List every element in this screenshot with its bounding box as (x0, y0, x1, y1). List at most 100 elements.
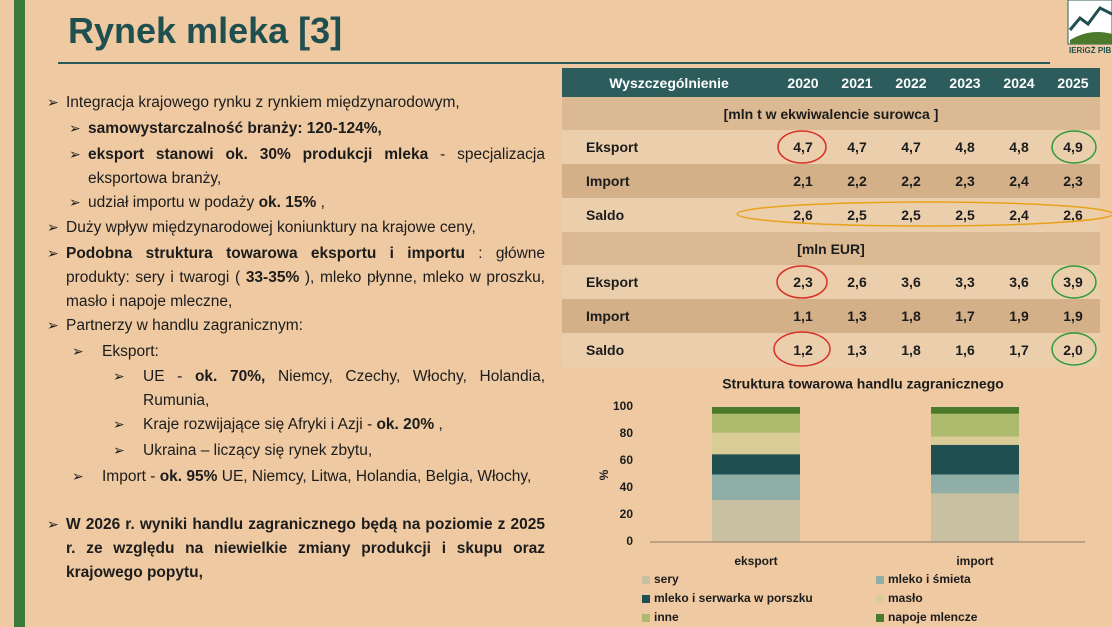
header-cell: 2020 (776, 68, 830, 97)
bar-segment (712, 500, 800, 542)
value-cell: 3,6 (884, 265, 938, 299)
value-cell: 2,2 (884, 164, 938, 198)
y-tick-label: 60 (620, 453, 634, 467)
bullet: Podobna struktura towarowa eksportu i im… (47, 242, 545, 314)
legend-swatch (876, 576, 884, 584)
value-cell: 3,6 (992, 265, 1046, 299)
data-row: Import 1,1 1,3 1,8 1,7 1,9 1,9 (562, 299, 1100, 333)
bullet-text: : główne produkty: sery i twarogi ( (66, 245, 545, 286)
bullet: udział importu w podaży ok. 15% , (69, 191, 545, 215)
bullet-text: Duży wpływ międzynarodowej koniunktury n… (66, 219, 476, 236)
value-cell: 1,3 (830, 333, 884, 367)
value-cell: 1,6 (938, 333, 992, 367)
bullet-text: , (438, 416, 443, 433)
bullet-text: eksport stanowi ok. 30% produkcji mleka (88, 146, 429, 163)
value-cell: 2,2 (830, 164, 884, 198)
bullet: Ukraina – liczący się rynek zbytu, (113, 439, 545, 463)
bar-segment (712, 407, 800, 414)
value-cell: 2,4 (992, 164, 1046, 198)
y-tick-label: 80 (620, 426, 634, 440)
bullet-text: Import - (102, 468, 156, 485)
legend-label: masło (888, 591, 923, 605)
bullet-text: UE, Niemcy, Litwa, Holandia, Belgia, Wło… (221, 468, 532, 485)
bullet-text: 33-35% (245, 269, 300, 286)
value-cell: 2,6 (830, 265, 884, 299)
title-rule (58, 62, 1050, 64)
value-cell: 4,7 (884, 130, 938, 164)
row-label: Import (562, 299, 776, 333)
bullet-text: - specjalizacja eksportowa branży, (88, 146, 545, 187)
header-cell: 2022 (884, 68, 938, 97)
unit-cell: [mln t w ekwiwalencie surowca ] (562, 97, 1100, 130)
legend-label: inne (654, 610, 679, 624)
value-cell: 1,1 (776, 299, 830, 333)
bar-segment (931, 493, 1019, 542)
value-cell: 4,8 (992, 130, 1046, 164)
header-row: Wyszczególnienie 2020 2021 2022 2023 2024 2025 (562, 68, 1100, 97)
bullet-text: udział importu w podaży (88, 194, 255, 211)
header-cell: Wyszczególnienie (562, 68, 776, 97)
x-tick-label: eksport (734, 554, 777, 568)
bullet-text: ), mleko płynne, mleko w proszku, masło … (66, 269, 545, 310)
value-cell: 2,3 (1046, 164, 1100, 198)
legend-label: mleko i serwarka w porszku (654, 591, 813, 605)
header-cell: 2021 (830, 68, 884, 97)
data-row: Eksport 2,3 2,6 3,6 3,3 3,6 3,9 (562, 265, 1100, 299)
bullet-text: W 2026 r. wyniki handlu zagranicznego bę… (66, 516, 545, 581)
bullet-text: ok. 20% (376, 416, 435, 433)
bullet-text: Kraje rozwijające się Afryki i Azji - (143, 416, 373, 433)
bar-segment (931, 407, 1019, 414)
bar-segment (931, 436, 1019, 445)
row-label: Eksport (562, 265, 776, 299)
header-cell: 2025 (1046, 68, 1100, 97)
row-label: Import (562, 164, 776, 198)
bullet: W 2026 r. wyniki handlu zagranicznego bę… (47, 513, 545, 585)
value-cell: 1,9 (1046, 299, 1100, 333)
legend-swatch (642, 595, 650, 603)
value-cell: 1,8 (884, 299, 938, 333)
unit-cell: [mln EUR] (562, 232, 1100, 265)
legend-label: napoje mlencze (888, 610, 978, 624)
bullet-text: Integracja krajowego rynku z rynkiem mię… (66, 94, 460, 111)
bar-segment (712, 454, 800, 475)
legend-label: mleko i śmieta (888, 572, 971, 586)
chart-title: Struktura towarowa handlu zagranicznego (722, 376, 1004, 392)
bullet-text: ok. 70%, (194, 368, 266, 385)
bar-segment (712, 413, 800, 433)
y-tick-label: 40 (620, 480, 634, 494)
bullet-text: Niemcy, Czechy, Włochy, Holandia, Rumuni… (143, 368, 545, 409)
value-cell: 1,8 (884, 333, 938, 367)
bullet: samowystarczalność branży: 120-124%, (69, 117, 545, 141)
y-tick-label: 0 (626, 534, 633, 548)
header-cell: 2024 (992, 68, 1046, 97)
legend-swatch (876, 595, 884, 603)
header-cell: 2023 (938, 68, 992, 97)
legend-label: sery (654, 572, 679, 586)
data-row: Import 2,1 2,2 2,2 2,3 2,4 2,3 (562, 164, 1100, 198)
bar-segment (931, 474, 1019, 494)
side-stripe (14, 0, 25, 627)
unit-row: [mln t w ekwiwalencie surowca ] (562, 97, 1100, 130)
bar-segment (712, 474, 800, 501)
bullet-text: Partnerzy w handlu zagranicznym: (66, 317, 303, 334)
bullet-text: Podobna struktura towarowa eksportu i im… (66, 245, 465, 262)
row-label: Saldo (562, 333, 776, 367)
legend-swatch (642, 614, 650, 622)
x-tick-label: import (956, 554, 993, 568)
value-cell: 2,3 (938, 164, 992, 198)
bullet-text: samowystarczalność branży: 120-124%, (88, 120, 382, 137)
bullet-text: ok. 15% (258, 194, 317, 211)
y-tick-label: 100 (613, 399, 633, 413)
bullet: Import - ok. 95% UE, Niemcy, Litwa, Hola… (72, 465, 545, 489)
value-cell: 4,7 (830, 130, 884, 164)
value-cell: 1,9 (992, 299, 1046, 333)
bar-segment (931, 413, 1019, 437)
bullet-text: UE - (143, 368, 183, 385)
bullet: eksport stanowi ok. 30% produkcji mleka … (69, 143, 545, 191)
bullet: Kraje rozwijające się Afryki i Azji - ok… (113, 413, 545, 437)
legend-swatch (876, 614, 884, 622)
row-label: Eksport (562, 130, 776, 164)
bar-segment (712, 432, 800, 455)
value-cell: 2,1 (776, 164, 830, 198)
